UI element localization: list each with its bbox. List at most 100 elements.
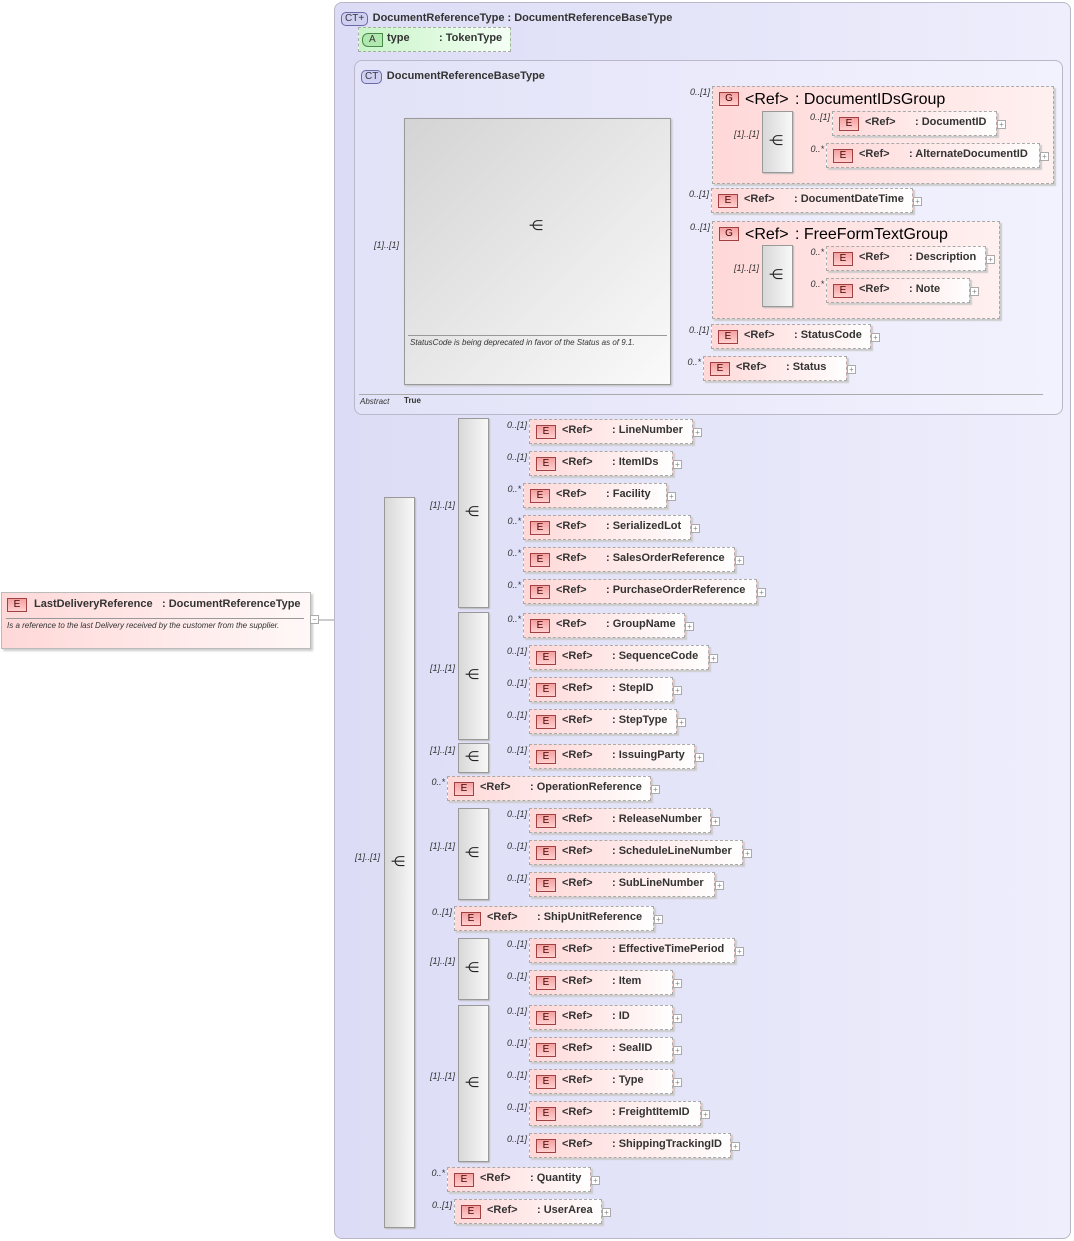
expand-icon[interactable]: + (997, 120, 1006, 129)
element-badge-icon: E (7, 598, 27, 612)
expand-icon[interactable]: + (743, 849, 752, 858)
element-ref[interactable]: E <Ref>: ID (529, 1005, 673, 1030)
element-name: : FreightItemID (612, 1106, 690, 1118)
ref-label: <Ref> (562, 1010, 593, 1022)
cardinality-label: 0..[1] (506, 1038, 527, 1048)
element-ref[interactable]: E <Ref>: PurchaseOrderReference (523, 579, 757, 604)
element-ref[interactable]: E <Ref>: EffectiveTimePeriod (529, 938, 735, 963)
sequence-box[interactable]: ⋲ (458, 938, 489, 1000)
sequence-box[interactable]: ⋲ (458, 743, 489, 773)
element-ref[interactable]: E <Ref>: Note (826, 278, 970, 303)
element-ref[interactable]: E <Ref>: StepType (529, 709, 677, 734)
expand-icon[interactable]: + (986, 255, 995, 264)
expand-icon[interactable]: + (677, 718, 686, 727)
collapse-icon[interactable]: − (310, 615, 319, 624)
root-element-last-delivery-reference[interactable]: E LastDeliveryReference : DocumentRefere… (1, 592, 311, 649)
expand-icon[interactable]: + (731, 1142, 740, 1151)
element-ref[interactable]: E <Ref>: Item (529, 970, 673, 995)
cardinality-label: 0..[1] (689, 87, 710, 97)
element-ref[interactable]: E <Ref>: SubLineNumber (529, 872, 715, 897)
ref-label: <Ref> (859, 283, 890, 295)
expand-icon[interactable]: + (673, 460, 682, 469)
expand-icon[interactable]: + (871, 333, 880, 342)
expand-icon[interactable]: + (651, 785, 660, 794)
expand-icon[interactable]: + (691, 524, 700, 533)
expand-icon[interactable]: + (685, 622, 694, 631)
cardinality-label: 0..[1] (506, 452, 527, 462)
expand-icon[interactable]: + (735, 556, 744, 565)
element-ref[interactable]: E <Ref>: GroupName (523, 613, 685, 638)
expand-icon[interactable]: + (701, 1110, 710, 1119)
main-sequence-box[interactable]: ⋲ (384, 497, 415, 1228)
expand-icon[interactable]: + (695, 753, 704, 762)
element-name: : GroupName (606, 618, 676, 630)
attribute-type[interactable]: A type : TokenType (358, 27, 511, 52)
element-ref[interactable]: E <Ref>: LineNumber (529, 419, 693, 444)
element-ref[interactable]: E <Ref>: StatusCode (711, 324, 871, 349)
element-ref[interactable]: E <Ref>: Type (529, 1069, 673, 1094)
element-ref[interactable]: E <Ref>: ShipUnitReference (454, 906, 654, 931)
element-ref[interactable]: E <Ref>: OperationReference (447, 776, 651, 801)
element-ref[interactable]: E <Ref>: SalesOrderReference (523, 547, 735, 572)
element-ref[interactable]: E <Ref>: Facility (523, 483, 667, 508)
sequence-box[interactable]: ⋲ (458, 1005, 489, 1162)
expand-icon[interactable]: + (1040, 152, 1049, 161)
element-name: : ShipUnitReference (537, 911, 643, 923)
expand-icon[interactable]: + (735, 947, 744, 956)
expand-icon[interactable]: + (673, 1046, 682, 1055)
expand-icon[interactable]: + (673, 979, 682, 988)
sequence-box[interactable]: ⋲ (762, 111, 793, 173)
element-ref[interactable]: E <Ref>: SerializedLot (523, 515, 691, 540)
element-ref[interactable]: E <Ref>: Status (703, 356, 847, 381)
cardinality-label: 0..* (507, 548, 521, 558)
element-ref[interactable]: E <Ref>: ScheduleLineNumber (529, 840, 743, 865)
sequence-icon: ⋲ (465, 959, 479, 975)
expand-icon[interactable]: + (711, 817, 720, 826)
element-ref[interactable]: E <Ref>: ShippingTrackingID (529, 1133, 731, 1158)
ref-label: <Ref> (865, 116, 896, 128)
element-ref[interactable]: E <Ref>: Quantity (447, 1167, 591, 1192)
expand-icon[interactable]: + (715, 881, 724, 890)
expand-icon[interactable]: + (654, 915, 663, 924)
element-badge-icon: E (833, 284, 853, 298)
cardinality-label: [1]..[1] (733, 263, 759, 273)
expand-icon[interactable]: + (693, 428, 702, 437)
element-ref[interactable]: E <Ref>: UserArea (454, 1199, 602, 1224)
expand-icon[interactable]: + (673, 1014, 682, 1023)
cardinality-label: 0..* (810, 144, 824, 154)
sequence-box[interactable]: ⋲ (458, 808, 489, 900)
sequence-box[interactable]: ⋲ (762, 245, 793, 307)
base-sequence-box[interactable]: ⋲ StatusCode is being deprecated in favo… (404, 118, 671, 385)
element-ref[interactable]: E <Ref>: FreightItemID (529, 1101, 701, 1126)
expand-icon[interactable]: + (970, 287, 979, 296)
expand-icon[interactable]: + (673, 686, 682, 695)
element-ref[interactable]: E <Ref>: AlternateDocumentID (826, 143, 1040, 168)
cardinality-label: 0..[1] (506, 420, 527, 430)
expand-icon[interactable]: + (602, 1208, 611, 1217)
element-ref[interactable]: E <Ref>: DocumentDateTime (711, 188, 913, 213)
ref-label: <Ref> (562, 456, 593, 468)
sequence-box[interactable]: ⋲ (458, 418, 489, 608)
element-ref[interactable]: E <Ref>: Description (826, 246, 986, 271)
element-ref[interactable]: E <Ref>: ReleaseNumber (529, 808, 711, 833)
expand-icon[interactable]: + (709, 654, 718, 663)
cardinality-label: 0..[1] (689, 222, 710, 232)
element-ref[interactable]: E <Ref>: ItemIDs (529, 451, 673, 476)
expand-icon[interactable]: + (757, 588, 766, 597)
cardinality-label: 0..* (507, 614, 521, 624)
element-ref[interactable]: E <Ref>: DocumentID (832, 111, 997, 136)
expand-icon[interactable]: + (667, 492, 676, 501)
cardinality-label: 0..[1] (506, 841, 527, 851)
expand-icon[interactable]: + (847, 365, 856, 374)
element-ref[interactable]: E <Ref>: StepID (529, 677, 673, 702)
expand-icon[interactable]: + (673, 1078, 682, 1087)
element-ref[interactable]: E <Ref>: SequenceCode (529, 645, 709, 670)
element-name: : Description (909, 251, 977, 263)
expand-icon[interactable]: + (913, 197, 922, 206)
element-ref[interactable]: E <Ref>: SealID (529, 1037, 673, 1062)
sequence-box[interactable]: ⋲ (458, 612, 489, 740)
element-ref[interactable]: E <Ref>: IssuingParty (529, 744, 695, 769)
ref-label: <Ref> (736, 361, 767, 373)
expand-icon[interactable]: + (591, 1176, 600, 1185)
element-badge-icon: E (833, 252, 853, 266)
